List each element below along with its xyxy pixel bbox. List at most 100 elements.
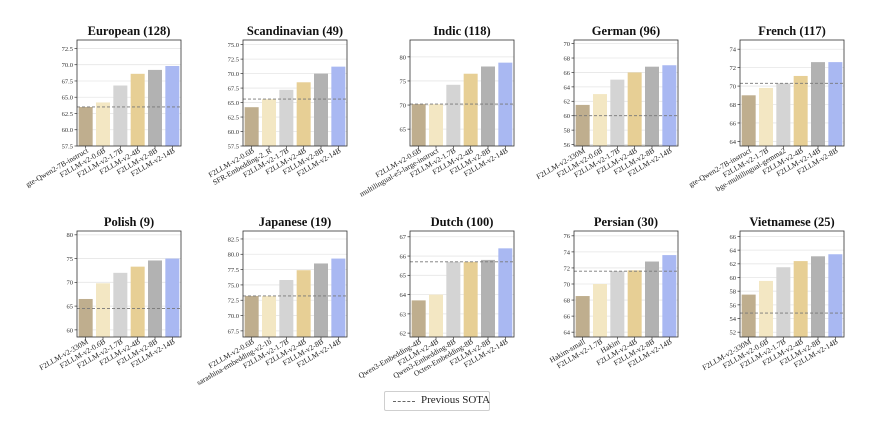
chart-2-ytick-label-2: 62.5 bbox=[228, 114, 239, 121]
chart-1-bar-3 bbox=[113, 85, 128, 146]
chart-9-ytick-label-1: 66 bbox=[564, 314, 571, 321]
chart-8-frame bbox=[409, 230, 515, 338]
chart-5-ytick-label-0: 64 bbox=[730, 139, 737, 146]
chart-1-bar-6 bbox=[165, 66, 180, 146]
chart-7-ytick-label-0: 67.5 bbox=[228, 328, 239, 335]
chart-6-ytick-label-4: 80 bbox=[67, 232, 74, 239]
chart-10-bar-3 bbox=[776, 267, 791, 337]
chart-3-frame bbox=[409, 39, 515, 147]
chart-10-ytick-label-0: 52 bbox=[730, 330, 737, 337]
chart-1-title: European (128) bbox=[88, 24, 171, 38]
chart-10-bar-2 bbox=[759, 280, 773, 337]
chart-7-ytick-label-5: 80.0 bbox=[228, 252, 239, 259]
chart-7-ytick-label-6: 82.5 bbox=[228, 236, 239, 243]
chart-8-title: Dutch (100) bbox=[431, 215, 494, 229]
chart-1-bar-5 bbox=[148, 69, 162, 146]
chart-7-bar-3 bbox=[279, 280, 294, 337]
chart-9-bar-4 bbox=[627, 270, 642, 337]
chart-6-bar-3 bbox=[113, 272, 128, 337]
chart-7-bar-1 bbox=[244, 295, 259, 337]
chart-2-ytick-label-3: 65.0 bbox=[228, 100, 239, 107]
chart-8-bar-2 bbox=[429, 294, 443, 337]
chart-6-title: Polish (9) bbox=[104, 215, 154, 229]
chart-4-ytick-label-1: 58 bbox=[564, 128, 571, 135]
chart-2-bar-4 bbox=[296, 82, 311, 146]
chart-9-ytick-label-0: 64 bbox=[564, 330, 571, 337]
chart-10-bar-1 bbox=[741, 294, 756, 337]
chart-7-ytick-label-1: 70.0 bbox=[228, 313, 239, 320]
chart-3-bar-3 bbox=[446, 84, 461, 146]
chart-2-ytick-label-0: 57.5 bbox=[228, 143, 239, 150]
chart-1-bar-4 bbox=[130, 73, 145, 146]
chart-4-bar-4 bbox=[627, 72, 642, 146]
chart-8-ytick-label-2: 64 bbox=[400, 292, 407, 299]
chart-7-ytick-label-2: 72.5 bbox=[228, 298, 239, 305]
chart-9-title: Persian (30) bbox=[594, 215, 658, 229]
chart-1-bar-1 bbox=[78, 106, 93, 146]
chart-4-ytick-label-5: 66 bbox=[564, 70, 571, 77]
chart-5-bar-4 bbox=[793, 75, 808, 146]
chart-10-ytick-label-3: 58 bbox=[730, 289, 737, 296]
chart-1-ytick-label-5: 70.0 bbox=[62, 62, 73, 69]
chart-7-bar-5 bbox=[314, 263, 328, 337]
chart-4-bar-1 bbox=[575, 104, 590, 146]
chart-2-bar-2 bbox=[262, 99, 276, 146]
chart-8-ytick-label-5: 67 bbox=[400, 234, 407, 241]
chart-4-ytick-label-4: 64 bbox=[564, 84, 571, 91]
chart-6-frame bbox=[76, 230, 182, 338]
chart-10-title: Vietnamese (25) bbox=[749, 215, 834, 229]
chart-4-bar-5 bbox=[645, 66, 659, 146]
chart-6-bar-4 bbox=[130, 266, 145, 337]
chart-2-bar-6 bbox=[331, 66, 346, 146]
chart-10-ytick-label-7: 66 bbox=[730, 234, 737, 241]
chart-9-ytick-label-6: 76 bbox=[564, 233, 571, 240]
chart-2-ytick-label-7: 75.0 bbox=[228, 42, 239, 49]
chart-5-ytick-label-5: 74 bbox=[730, 47, 737, 54]
chart-7-title: Japanese (19) bbox=[259, 215, 332, 229]
chart-10-ytick-label-6: 64 bbox=[730, 248, 737, 255]
chart-2-bar-5 bbox=[314, 73, 328, 146]
chart-8-bar-3 bbox=[446, 261, 461, 337]
chart-9-ytick-label-4: 72 bbox=[564, 265, 571, 272]
chart-4-ytick-label-2: 60 bbox=[564, 113, 571, 120]
chart-9-bar-2 bbox=[593, 284, 607, 337]
chart-6-bar-2 bbox=[96, 283, 110, 337]
chart-8-ytick-label-3: 65 bbox=[400, 273, 407, 280]
chart-5-ytick-label-2: 68 bbox=[730, 102, 737, 109]
chart-7-ytick-label-4: 77.5 bbox=[228, 267, 239, 274]
chart-9-bar-3 bbox=[610, 271, 625, 337]
chart-2-ytick-label-1: 60.0 bbox=[228, 129, 239, 136]
chart-1-bar-2 bbox=[96, 102, 110, 146]
chart-6-ytick-label-1: 65 bbox=[67, 304, 74, 311]
chart-10-bar-4 bbox=[793, 261, 808, 337]
chart-4-ytick-label-0: 56 bbox=[564, 142, 571, 149]
chart-5-bar-5 bbox=[811, 62, 825, 147]
chart-10-ytick-label-1: 54 bbox=[730, 316, 737, 323]
chart-1-ytick-label-1: 60.0 bbox=[62, 127, 73, 134]
chart-3-ytick-label-2: 75 bbox=[400, 78, 407, 85]
chart-7-bar-2 bbox=[262, 295, 276, 337]
chart-2-ytick-label-6: 72.5 bbox=[228, 57, 239, 64]
chart-2-frame bbox=[242, 39, 348, 147]
chart-5-frame bbox=[739, 39, 845, 147]
chart-2-ytick-label-4: 67.5 bbox=[228, 85, 239, 92]
chart-9-bar-6 bbox=[662, 255, 677, 337]
chart-4-bar-2 bbox=[593, 94, 607, 146]
chart-4-ytick-label-3: 62 bbox=[564, 99, 571, 106]
chart-6-bar-1 bbox=[78, 298, 93, 337]
chart-6-ytick-label-0: 60 bbox=[67, 327, 74, 334]
chart-7-ytick-label-3: 75.0 bbox=[228, 282, 239, 289]
legend-dashed-line bbox=[393, 401, 415, 402]
chart-3-ytick-label-1: 70 bbox=[400, 102, 407, 109]
chart-5-bar-6 bbox=[828, 62, 843, 147]
chart-2-bar-1 bbox=[244, 107, 259, 146]
chart-4-ytick-label-6: 68 bbox=[564, 55, 571, 62]
chart-5-title: French (117) bbox=[758, 24, 825, 38]
chart-5-ytick-label-4: 72 bbox=[730, 65, 737, 72]
chart-1-frame bbox=[76, 39, 182, 147]
chart-6-bar-5 bbox=[148, 260, 162, 337]
chart-8-bar-6 bbox=[498, 248, 513, 337]
chart-3-ytick-label-3: 80 bbox=[400, 54, 407, 61]
chart-3-bar-2 bbox=[429, 104, 443, 146]
